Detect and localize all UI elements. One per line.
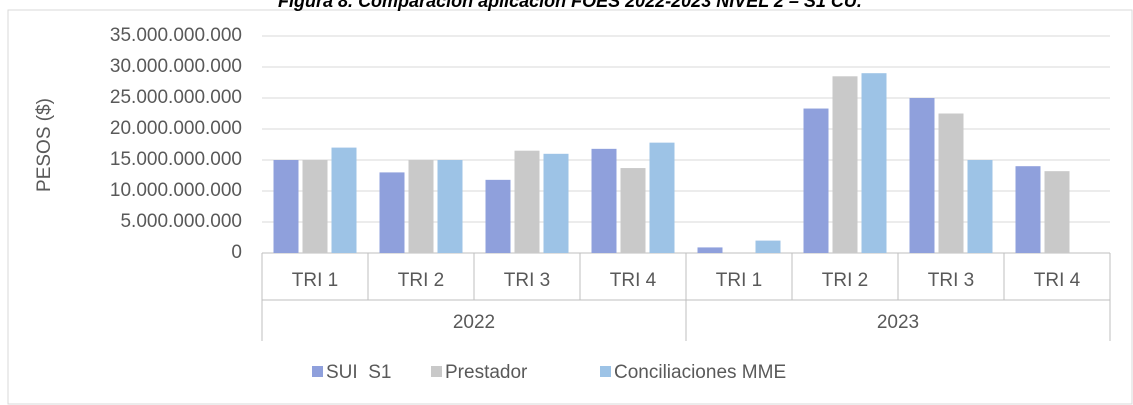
y-tick-label: 20.000.000.000 [110, 118, 242, 139]
y-tick-label: 30.000.000.000 [110, 56, 242, 77]
bar [485, 179, 511, 253]
legend-label: Prestador [445, 362, 528, 383]
bar [273, 160, 299, 253]
bar [331, 147, 357, 253]
y-tick-label: 25.000.000.000 [110, 87, 242, 108]
y-tick-label: 15.000.000.000 [110, 149, 242, 170]
x-tick-label: TRI 3 [504, 270, 550, 291]
bar [967, 160, 993, 253]
bar [649, 142, 675, 253]
bar [591, 148, 617, 253]
y-tick-label: 10.000.000.000 [110, 180, 242, 201]
bar [803, 108, 829, 253]
legend-swatch [600, 366, 611, 377]
legend-label: SUI S1 [326, 362, 391, 383]
y-tick-label: 35.000.000.000 [110, 25, 242, 46]
x-tick-label: TRI 4 [610, 270, 657, 291]
bar [543, 153, 569, 253]
x-tick-label: TRI 4 [1034, 270, 1081, 291]
bar [437, 160, 463, 253]
x-tick-label: TRI 2 [398, 270, 444, 291]
bar [620, 168, 646, 253]
bar [697, 247, 723, 253]
x-tick-label: TRI 2 [822, 270, 868, 291]
bar [832, 76, 858, 253]
group-label: 2023 [877, 312, 919, 333]
x-tick-label: TRI 3 [928, 270, 974, 291]
legend-swatch [312, 366, 323, 377]
y-axis-label: PESOS ($) [34, 98, 55, 192]
legend-swatch [431, 366, 442, 377]
group-label: 2022 [453, 312, 495, 333]
bar [938, 113, 964, 253]
bar [302, 160, 328, 253]
bar [408, 160, 434, 253]
bar [1015, 166, 1041, 253]
y-tick-label: 0 [231, 242, 242, 263]
bar [379, 172, 405, 253]
legend-label: Conciliaciones MME [614, 362, 786, 383]
bar [514, 150, 540, 253]
y-tick-label: 5.000.000.000 [120, 211, 242, 232]
bar [909, 98, 935, 253]
x-tick-label: TRI 1 [716, 270, 762, 291]
bar [755, 240, 781, 253]
chart-title: Figura 8. Comparación aplicación FOES 20… [278, 0, 862, 11]
bar [1044, 171, 1070, 253]
x-tick-label: TRI 1 [292, 270, 338, 291]
bar [861, 73, 887, 253]
